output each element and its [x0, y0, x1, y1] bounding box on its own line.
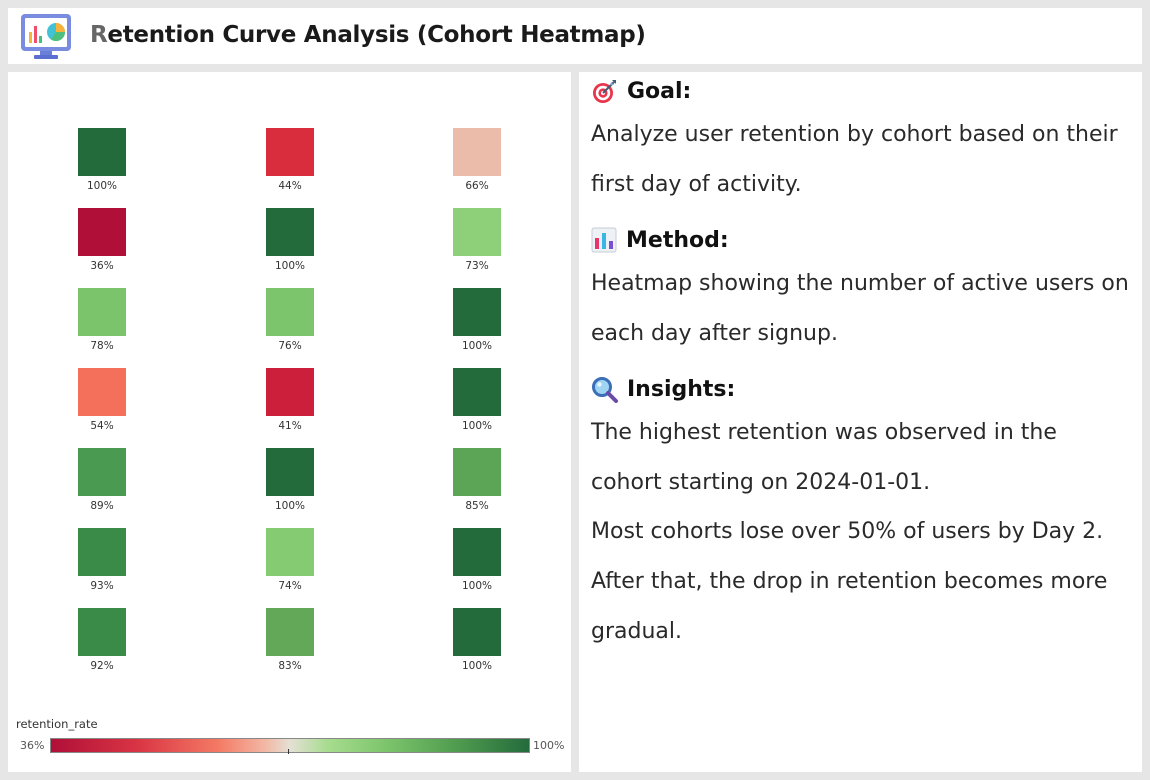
heatmap-cell[interactable] — [453, 528, 501, 576]
heatmap-cell[interactable] — [266, 448, 314, 496]
heatmap-cell-label: 76% — [278, 340, 301, 352]
heatmap-cell[interactable] — [453, 368, 501, 416]
heatmap-cell[interactable] — [266, 208, 314, 256]
heatmap-cell[interactable] — [266, 528, 314, 576]
goal-heading: Goal: — [591, 72, 1132, 110]
heatmap-cell[interactable] — [78, 368, 126, 416]
heatmap-cell-label: 89% — [90, 500, 113, 512]
heatmap-cell-label: 85% — [465, 500, 488, 512]
heatmap-cell-label: 54% — [90, 420, 113, 432]
heatmap-cell[interactable] — [266, 368, 314, 416]
bar-chart-icon — [591, 227, 617, 253]
heatmap-cell[interactable] — [453, 608, 501, 656]
description-panel: Goal: Analyze user retention by cohort b… — [579, 72, 1142, 772]
heatmap-cell[interactable] — [78, 528, 126, 576]
retention-heatmap: 100% 44% 66% 36% 100% 73% 78% 76% 100% 54% 41% 100%… — [78, 128, 501, 672]
heatmap-cell-label: 100% — [462, 580, 492, 592]
heatmap-cell-label: 36% — [90, 260, 113, 272]
heatmap-cell[interactable] — [453, 208, 501, 256]
method-text: Heatmap showing the number of active use… — [591, 271, 1129, 346]
target-icon — [593, 79, 616, 103]
heatmap-cell[interactable] — [266, 288, 314, 336]
insights-heading: Insights: — [591, 370, 1132, 408]
heatmap-cell-label: 41% — [278, 420, 301, 432]
heatmap-cell[interactable] — [266, 608, 314, 656]
heatmap-cell-label: 100% — [462, 420, 492, 432]
insights-line-1: The highest retention was observed in th… — [591, 420, 1057, 495]
goal-text: Analyze user retention by cohort based o… — [591, 122, 1118, 197]
magnifier-icon — [592, 376, 618, 403]
heatmap-cell-label: 73% — [465, 260, 488, 272]
legend-midpoint-tick — [288, 749, 289, 754]
heatmap-panel: 100% 44% 66% 36% 100% 73% 78% 76% 100% 54% 41% 100%… — [8, 72, 571, 772]
heatmap-cell-label: 66% — [465, 180, 488, 192]
heatmap-cell-label: 78% — [90, 340, 113, 352]
heatmap-cell-label: 100% — [462, 660, 492, 672]
heatmap-cell-label: 100% — [275, 500, 305, 512]
legend-color-bar — [50, 738, 530, 753]
goal-section: Goal: Analyze user retention by cohort b… — [591, 72, 1132, 209]
heatmap-cell-label: 100% — [275, 260, 305, 272]
legend-title: retention_rate — [16, 717, 98, 731]
heatmap-cell-label: 100% — [87, 180, 117, 192]
insights-line-2: Most cohorts lose over 50% of users by D… — [591, 519, 1104, 545]
heatmap-cell[interactable] — [453, 288, 501, 336]
heatmap-cell[interactable] — [453, 128, 501, 176]
heatmap-cell[interactable] — [78, 128, 126, 176]
heatmap-cell-label: 83% — [278, 660, 301, 672]
heatmap-cell-label: 92% — [90, 660, 113, 672]
legend-max-label: 100% — [533, 739, 565, 752]
heatmap-cell[interactable] — [78, 288, 126, 336]
page-title: Retention Curve Analysis (Cohort Heatmap… — [90, 22, 646, 48]
legend-min-label: 36% — [20, 739, 45, 752]
insights-line-3: After that, the drop in retention become… — [591, 569, 1108, 644]
dashboard-monitor-icon — [21, 14, 71, 59]
heatmap-cell[interactable] — [266, 128, 314, 176]
heatmap-cell-label: 74% — [278, 580, 301, 592]
insights-section: Insights: The highest retention was obse… — [591, 370, 1132, 657]
heatmap-cell[interactable] — [78, 208, 126, 256]
heatmap-cell[interactable] — [78, 448, 126, 496]
header-bar: Retention Curve Analysis (Cohort Heatmap… — [8, 8, 1142, 64]
heatmap-cell[interactable] — [78, 608, 126, 656]
method-section: Method: Heatmap showing the number of ac… — [591, 221, 1132, 358]
heatmap-cell-label: 44% — [278, 180, 301, 192]
heatmap-cell-label: 93% — [90, 580, 113, 592]
heatmap-cell[interactable] — [453, 448, 501, 496]
method-heading: Method: — [591, 221, 1132, 259]
heatmap-cell-label: 100% — [462, 340, 492, 352]
